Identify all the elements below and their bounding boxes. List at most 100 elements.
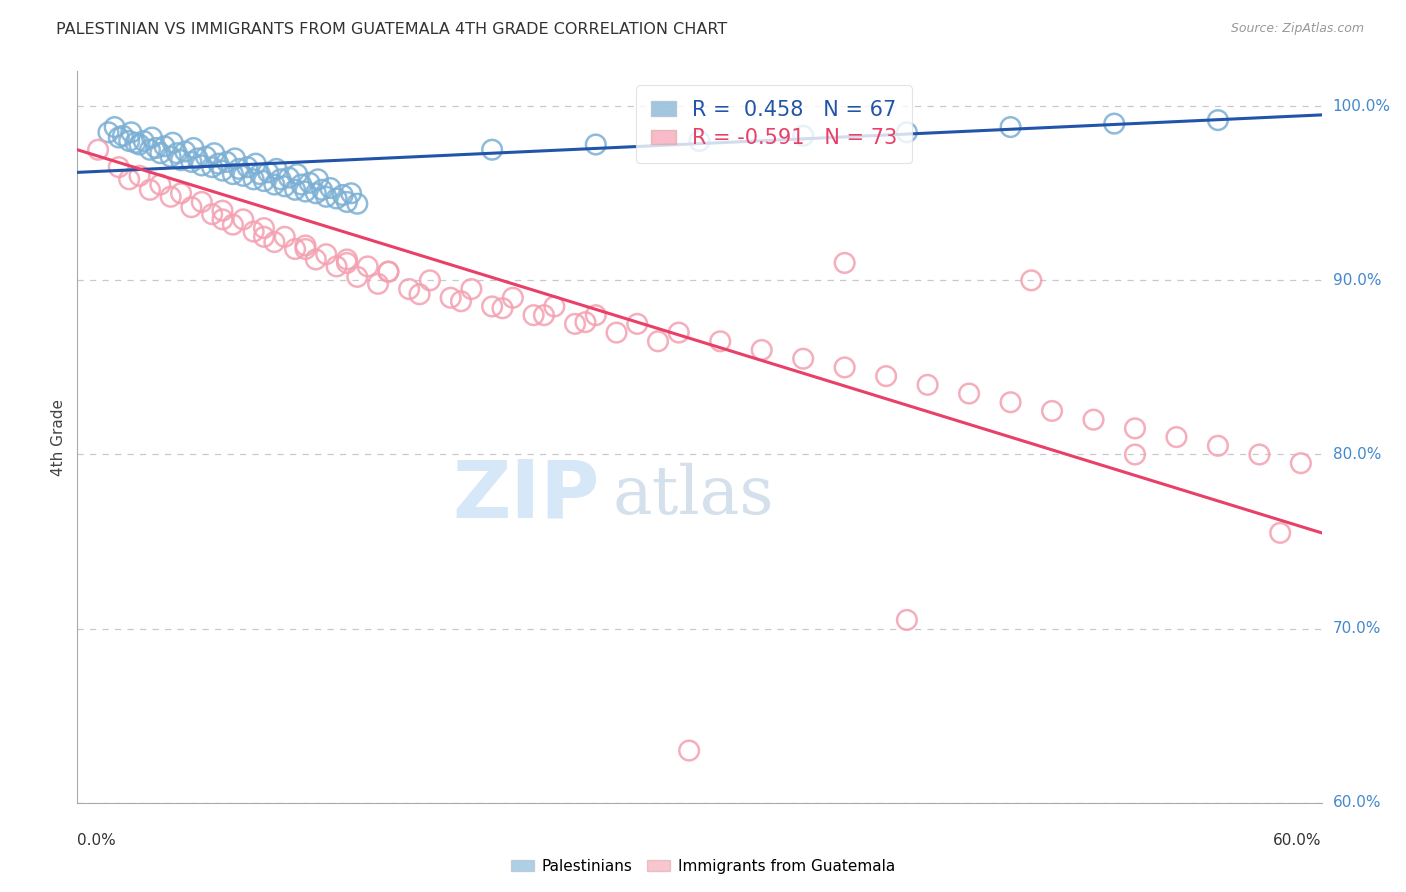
- Point: [1123, 448, 1146, 462]
- Point: [180, 155, 202, 169]
- Point: [1289, 456, 1312, 470]
- Point: [336, 256, 359, 270]
- Point: [232, 212, 254, 227]
- Point: [284, 242, 307, 256]
- Point: [120, 125, 142, 139]
- Text: 60.0%: 60.0%: [1333, 796, 1381, 810]
- Point: [792, 128, 814, 143]
- Point: [170, 153, 193, 168]
- Point: [253, 229, 276, 244]
- Point: [232, 169, 254, 183]
- Point: [139, 183, 162, 197]
- Point: [191, 194, 214, 209]
- Point: [1000, 395, 1022, 409]
- Point: [257, 165, 280, 179]
- Point: [274, 179, 297, 194]
- Point: [419, 273, 441, 287]
- Point: [170, 186, 193, 201]
- Point: [377, 265, 399, 279]
- Point: [145, 141, 167, 155]
- Point: [285, 167, 308, 181]
- Point: [104, 120, 127, 134]
- Point: [108, 160, 129, 174]
- Text: 70.0%: 70.0%: [1333, 621, 1381, 636]
- Point: [228, 161, 250, 176]
- Point: [222, 218, 245, 232]
- Point: [111, 128, 134, 143]
- Point: [124, 136, 146, 150]
- Point: [481, 143, 503, 157]
- Point: [194, 150, 217, 164]
- Point: [284, 183, 307, 197]
- Point: [1123, 421, 1146, 435]
- Point: [491, 301, 513, 316]
- Text: 0.0%: 0.0%: [77, 833, 117, 848]
- Point: [183, 141, 205, 155]
- Point: [1166, 430, 1188, 444]
- Point: [336, 252, 359, 267]
- Point: [274, 229, 297, 244]
- Point: [263, 178, 285, 192]
- Point: [315, 247, 337, 261]
- Point: [242, 172, 264, 186]
- Point: [139, 143, 162, 157]
- Point: [132, 134, 155, 148]
- Point: [896, 125, 918, 139]
- Point: [751, 343, 773, 357]
- Point: [242, 225, 264, 239]
- Point: [398, 282, 420, 296]
- Point: [439, 291, 461, 305]
- Point: [187, 152, 209, 166]
- Point: [834, 256, 856, 270]
- Point: [305, 252, 328, 267]
- Point: [159, 190, 181, 204]
- Point: [315, 190, 337, 204]
- Point: [1021, 273, 1043, 287]
- Point: [377, 265, 399, 279]
- Point: [564, 317, 586, 331]
- Point: [585, 308, 607, 322]
- Point: [460, 282, 482, 296]
- Point: [294, 242, 316, 256]
- Point: [834, 360, 856, 375]
- Y-axis label: 4th Grade: 4th Grade: [51, 399, 66, 475]
- Point: [957, 386, 980, 401]
- Point: [647, 334, 669, 349]
- Point: [346, 269, 368, 284]
- Point: [149, 146, 172, 161]
- Point: [201, 160, 224, 174]
- Point: [236, 160, 259, 174]
- Point: [294, 185, 316, 199]
- Point: [502, 291, 524, 305]
- Point: [211, 212, 233, 227]
- Point: [298, 176, 321, 190]
- Point: [307, 172, 329, 186]
- Point: [408, 287, 430, 301]
- Point: [215, 155, 238, 169]
- Point: [1206, 439, 1229, 453]
- Text: 100.0%: 100.0%: [1333, 99, 1391, 113]
- Point: [340, 186, 363, 201]
- Point: [585, 137, 607, 152]
- Point: [180, 200, 202, 214]
- Point: [574, 315, 596, 329]
- Point: [332, 188, 354, 202]
- Point: [917, 377, 939, 392]
- Point: [253, 174, 276, 188]
- Point: [118, 172, 141, 186]
- Point: [202, 146, 225, 161]
- Point: [270, 172, 292, 186]
- Point: [325, 192, 347, 206]
- Point: [896, 613, 918, 627]
- Text: 80.0%: 80.0%: [1333, 447, 1381, 462]
- Point: [668, 326, 690, 340]
- Point: [481, 300, 503, 314]
- Point: [626, 317, 648, 331]
- Point: [450, 294, 472, 309]
- Point: [201, 207, 224, 221]
- Legend: R =  0.458   N = 67, R = -0.591   N = 73: R = 0.458 N = 67, R = -0.591 N = 73: [636, 86, 912, 163]
- Text: 60.0%: 60.0%: [1274, 833, 1322, 848]
- Point: [305, 186, 328, 201]
- Point: [533, 308, 555, 322]
- Point: [211, 163, 233, 178]
